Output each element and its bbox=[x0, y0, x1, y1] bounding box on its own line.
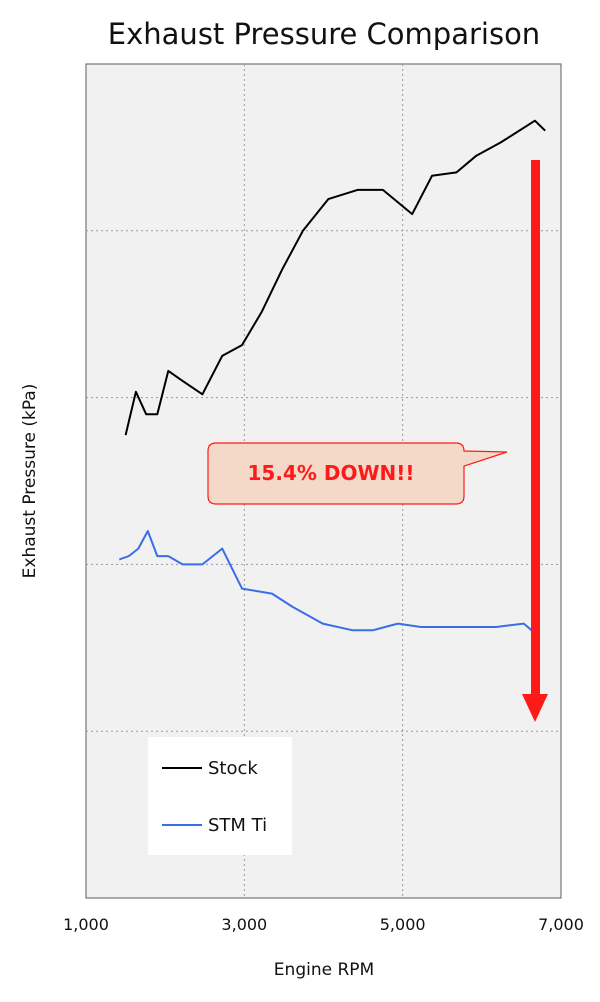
callout-text: 15.4% DOWN!! bbox=[248, 461, 415, 485]
x-axis-ticks: 1,000 3,000 5,000 7,000 bbox=[63, 915, 584, 934]
x-tick-label: 3,000 bbox=[221, 915, 267, 934]
series-lines bbox=[118, 119, 546, 636]
legend-box bbox=[148, 737, 292, 855]
chart-title: Exhaust Pressure Comparison bbox=[108, 17, 540, 51]
legend: Stock STM Ti bbox=[148, 737, 292, 855]
legend-label-stm-ti: STM Ti bbox=[208, 815, 267, 836]
callout-annotation: 15.4% DOWN!! bbox=[207, 442, 508, 505]
y-axis-label: Exhaust Pressure (kPa) bbox=[20, 384, 40, 579]
series-line-stm-ti bbox=[118, 530, 538, 636]
callout-box bbox=[207, 442, 508, 505]
x-tick-label: 5,000 bbox=[380, 915, 426, 934]
legend-label-stock: Stock bbox=[208, 758, 258, 779]
x-tick-label: 7,000 bbox=[538, 915, 584, 934]
down-arrow-icon bbox=[522, 160, 548, 722]
x-axis-label: Engine RPM bbox=[274, 960, 374, 980]
series-line-stock bbox=[124, 119, 546, 436]
x-tick-label: 1,000 bbox=[63, 915, 109, 934]
